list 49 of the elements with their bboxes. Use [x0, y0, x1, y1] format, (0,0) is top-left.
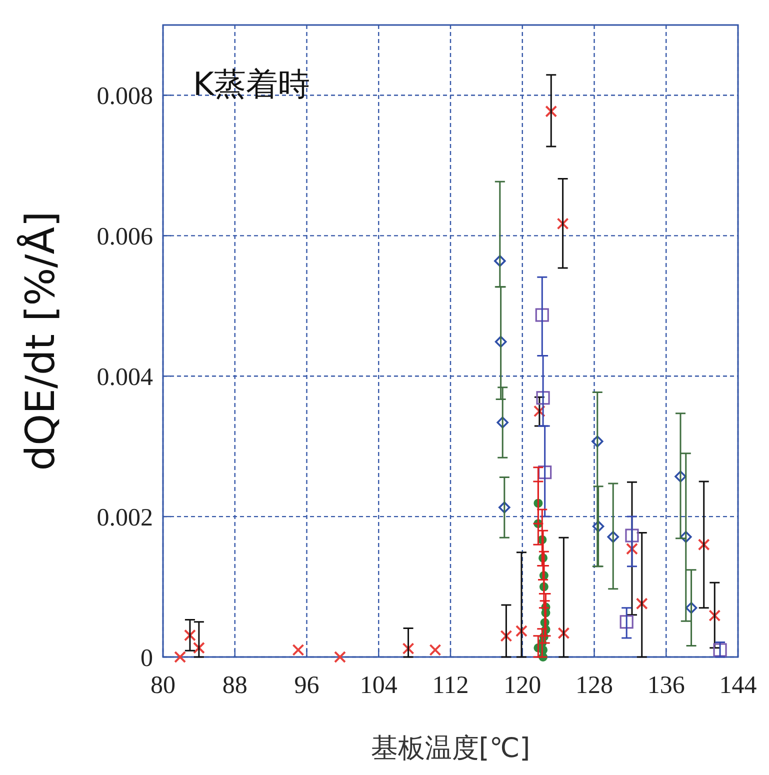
x-tick-label: 120 [504, 672, 542, 699]
point [680, 531, 692, 543]
point [545, 105, 558, 118]
y-tick-label: 0.002 [96, 504, 153, 532]
point [192, 642, 205, 654]
point [174, 651, 186, 663]
point [184, 629, 196, 642]
x-tick-label: 112 [432, 672, 469, 699]
point [591, 436, 604, 448]
point [535, 308, 549, 322]
point [674, 470, 686, 482]
y-tick-label: 0.008 [96, 83, 153, 110]
point [429, 644, 442, 656]
x-tick-label: 96 [294, 672, 320, 699]
y-axis-title: dQE/dt [%/Å] [16, 211, 64, 471]
x-tick-label: 104 [360, 672, 398, 699]
point [625, 528, 639, 542]
point [515, 625, 528, 638]
x-tick-label: 88 [222, 672, 248, 699]
point [620, 615, 634, 629]
point [698, 538, 710, 551]
y-tick-label: 0.006 [96, 224, 153, 251]
point [556, 218, 569, 230]
point [496, 416, 509, 428]
x-tick-label: 128 [576, 672, 613, 699]
x-tick-label: 80 [150, 672, 176, 699]
point [538, 466, 552, 480]
point [685, 602, 698, 614]
point [536, 391, 550, 405]
point [494, 336, 507, 348]
point [292, 644, 304, 656]
point [334, 651, 346, 663]
point [558, 627, 570, 640]
y-tick-label: 0.004 [96, 364, 154, 392]
x-tick-label: 144 [719, 672, 758, 699]
text: K蒸着時 [193, 65, 310, 103]
x-tick-label: 136 [647, 672, 685, 699]
point [626, 542, 638, 555]
point [592, 520, 604, 532]
y-tick-label: 0 [140, 645, 153, 672]
point [607, 531, 620, 543]
point [533, 405, 546, 418]
point [498, 502, 510, 514]
point [402, 642, 414, 655]
point [708, 610, 721, 622]
point [636, 598, 648, 610]
point [500, 630, 512, 642]
point [494, 255, 506, 267]
x-axis-title: 基板温度[℃] [370, 733, 530, 764]
